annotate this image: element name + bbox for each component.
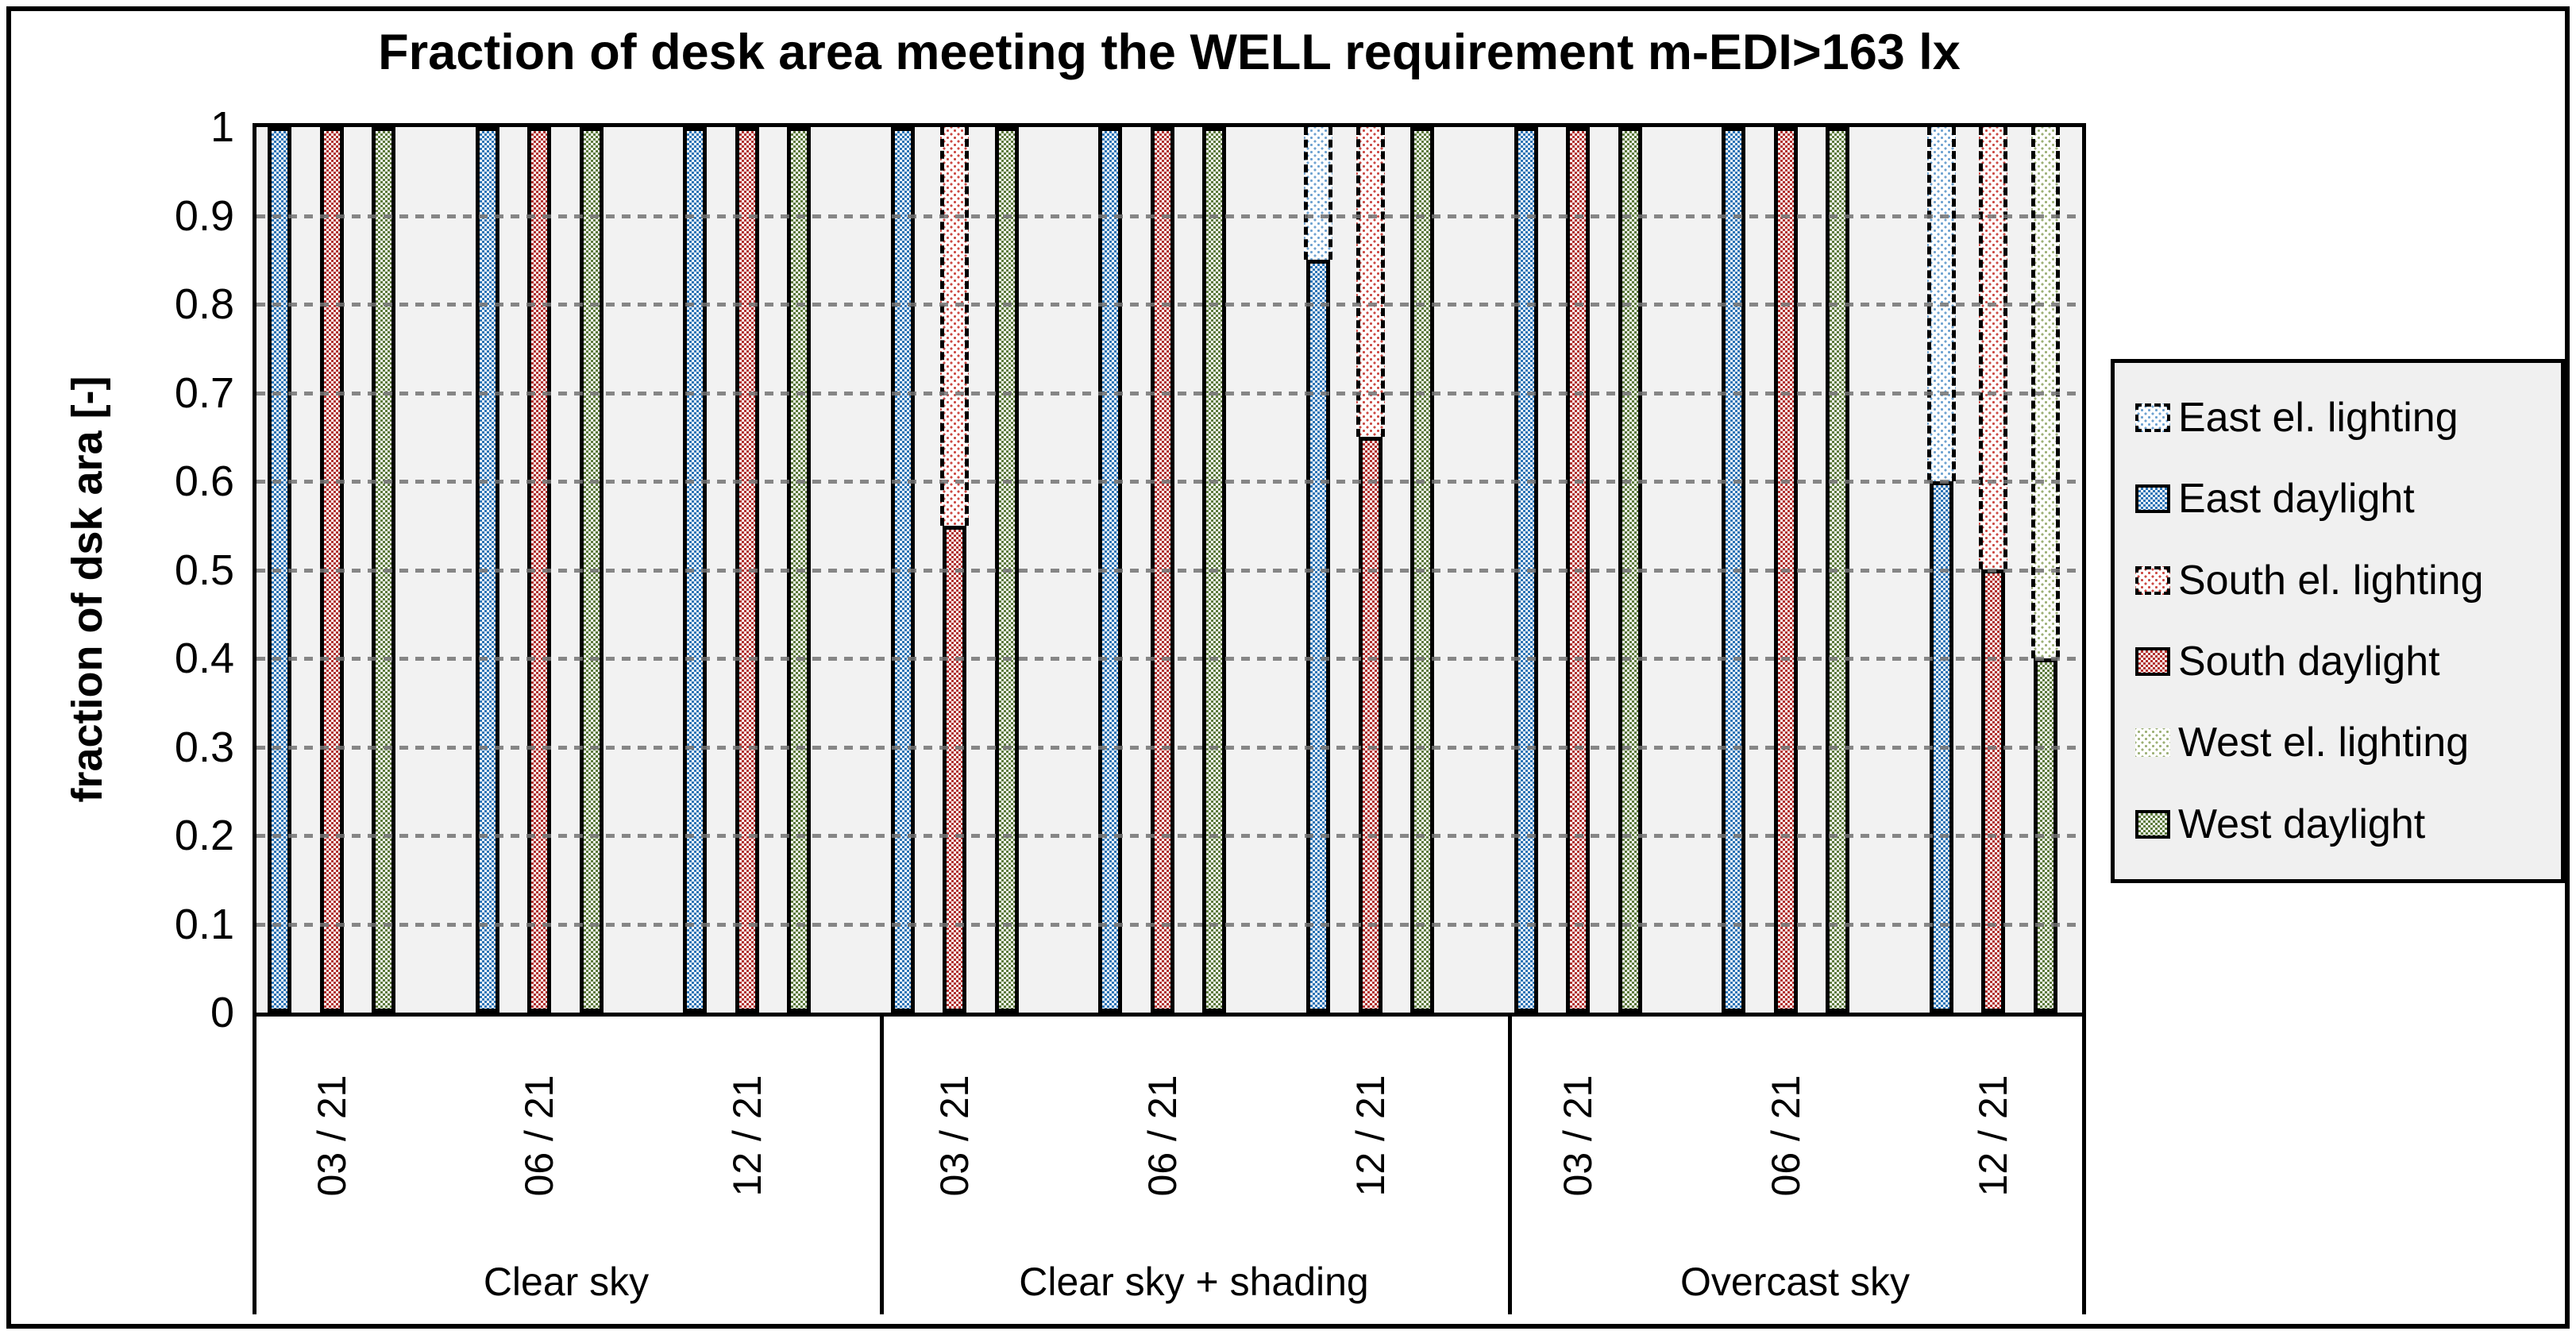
bar-south-daylight (943, 526, 966, 1013)
gridline (256, 745, 2082, 750)
chart-title: Fraction of desk area meeting the WELL r… (378, 25, 1961, 80)
y-tick-label: 0.1 (174, 900, 234, 948)
bar-south-el-lighting (940, 127, 969, 526)
bar-south-daylight (1359, 437, 1382, 1013)
legend-label: West daylight (2178, 801, 2426, 847)
east-el-lighting-swatch-icon (2135, 403, 2170, 433)
x-tick-label: 03 / 21 (309, 1075, 354, 1197)
y-tick-label: 1 (210, 103, 234, 151)
bar-south-el-lighting (1356, 127, 1385, 437)
gridline (256, 657, 2082, 661)
gridline (256, 834, 2082, 838)
gridline (256, 391, 2082, 395)
x-tick-label: 06 / 21 (517, 1075, 562, 1197)
group-divider (253, 1017, 256, 1314)
legend-item: East el. lighting (2135, 394, 2553, 442)
y-tick-label: 0.8 (174, 280, 234, 328)
gridline (256, 303, 2082, 307)
x-tick-label: 12 / 21 (724, 1075, 769, 1197)
group-divider (2082, 1017, 2086, 1314)
legend-label: South el. lighting (2178, 557, 2484, 604)
x-tick-label: 03 / 21 (932, 1075, 978, 1197)
legend-label: West el. lighting (2178, 720, 2470, 766)
gridline (256, 568, 2082, 573)
y-tick-label: 0.6 (174, 457, 234, 505)
y-tick-label: 0.3 (174, 723, 234, 771)
legend-label: East el. lighting (2178, 395, 2458, 442)
y-tick-label: 0.7 (174, 368, 234, 417)
bar-east-daylight (1306, 260, 1330, 1013)
legend-item: South daylight (2135, 638, 2553, 685)
bar-south-daylight (1981, 569, 2005, 1013)
gridline (256, 480, 2082, 484)
group-label: Clear sky + shading (1019, 1260, 1369, 1304)
y-tick-label: 0 (210, 989, 234, 1036)
legend-item: West daylight (2135, 801, 2553, 848)
east-daylight-swatch-icon (2135, 484, 2170, 514)
south-daylight-swatch-icon (2135, 647, 2170, 677)
west-daylight-swatch-icon (2135, 809, 2170, 839)
legend-label: East daylight (2178, 476, 2415, 523)
x-tick-label: 12 / 21 (1348, 1075, 1393, 1197)
y-tick-label: 0.2 (174, 812, 234, 859)
x-tick-label: 06 / 21 (1140, 1075, 1185, 1197)
west-el-lighting-swatch-icon (2135, 728, 2170, 758)
group-label: Overcast sky (1680, 1260, 1910, 1304)
gridline (256, 214, 2082, 218)
legend: East el. lighting East daylight South el. … (2111, 359, 2565, 883)
south-el-lighting-swatch-icon (2135, 565, 2170, 595)
x-tick-label: 03 / 21 (1556, 1075, 1601, 1197)
group-label: Clear sky (483, 1260, 650, 1304)
x-tick-label: 06 / 21 (1763, 1075, 1808, 1197)
gridline (256, 922, 2082, 927)
plot-area (253, 123, 2086, 1017)
group-divider (880, 1017, 884, 1314)
legend-item: West el. lighting (2135, 719, 2553, 766)
group-divider (1508, 1017, 1512, 1314)
y-tick-label: 0.5 (174, 546, 234, 594)
y-tick-label: 0.9 (174, 191, 234, 240)
legend-item: East daylight (2135, 475, 2553, 523)
legend-label: South daylight (2178, 639, 2440, 685)
y-tick-label: 0.4 (174, 635, 234, 682)
x-tick-label: 12 / 21 (1971, 1075, 2016, 1197)
bar-south-el-lighting (1979, 127, 2007, 569)
legend-item: South el. lighting (2135, 557, 2553, 604)
bar-east-el-lighting (1304, 127, 1332, 260)
